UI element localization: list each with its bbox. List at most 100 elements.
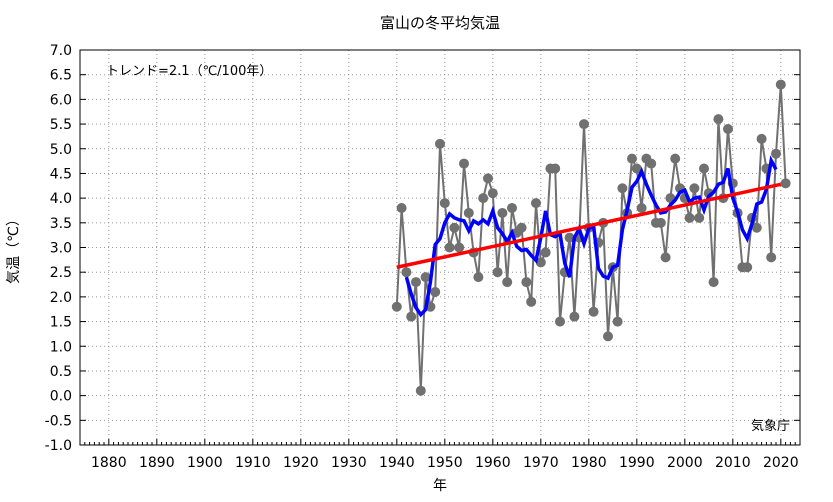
data-point	[655, 217, 666, 228]
data-point	[699, 163, 709, 174]
data-point	[636, 203, 647, 213]
data-point	[535, 257, 546, 268]
data-point	[775, 79, 786, 90]
data-point	[454, 242, 465, 253]
x-tick-label: 1990	[619, 455, 655, 471]
data-point	[401, 267, 412, 278]
data-point	[473, 272, 484, 283]
y-tick-label: 2.0	[50, 290, 72, 306]
data-point	[631, 163, 642, 174]
x-tick-label: 1940	[379, 455, 415, 471]
data-point	[492, 267, 503, 278]
data-point	[497, 207, 508, 218]
data-point	[771, 148, 781, 159]
data-point	[689, 183, 700, 194]
data-point	[617, 183, 628, 194]
trend-annotation: トレンド=2.1（℃/100年）	[106, 64, 272, 79]
data-point	[723, 124, 733, 134]
y-axis-label: 気温（℃）	[6, 212, 22, 284]
x-tick-label: 1930	[331, 455, 367, 471]
chart-title: 富山の冬平均気温	[380, 14, 500, 32]
data-point	[780, 178, 791, 189]
y-tick-label: 0.0	[50, 389, 72, 405]
data-point	[415, 385, 426, 396]
data-point	[684, 212, 695, 223]
y-tick-label: 7.0	[50, 43, 72, 59]
data-point	[579, 119, 589, 130]
data-point	[463, 207, 474, 218]
data-point	[670, 153, 681, 164]
data-point	[660, 252, 671, 263]
data-point	[444, 242, 455, 253]
data-point	[487, 188, 498, 199]
data-point	[430, 286, 441, 297]
data-point	[439, 198, 450, 209]
data-point	[435, 138, 445, 149]
data-point	[396, 203, 407, 213]
data-point	[588, 306, 599, 317]
data-point	[391, 301, 402, 312]
data-point	[751, 222, 762, 233]
x-tick-label: 2020	[763, 455, 799, 471]
data-point	[540, 247, 551, 258]
x-axis-label: 年	[433, 478, 447, 494]
data-point	[627, 153, 637, 164]
y-tick-label: 5.5	[50, 117, 72, 133]
data-point	[406, 311, 417, 322]
data-point	[756, 133, 767, 144]
data-point	[694, 212, 705, 223]
marks	[391, 79, 791, 396]
data-point	[612, 316, 623, 327]
data-point	[516, 222, 527, 233]
trend-line	[396, 182, 782, 269]
x-tick-label: 1890	[139, 455, 175, 471]
source-annotation: 気象庁	[751, 418, 790, 434]
x-tick-label: 1950	[427, 455, 463, 471]
annual-series-line	[395, 84, 787, 391]
data-point	[449, 222, 460, 233]
data-point	[420, 272, 431, 283]
data-point	[526, 296, 537, 307]
data-point	[411, 277, 421, 288]
data-point	[502, 277, 513, 288]
y-tick-label: 6.0	[50, 92, 72, 108]
y-tick-label: 0.5	[50, 364, 72, 380]
y-tick-label: 4.0	[50, 191, 72, 207]
y-tick-label: 5.0	[50, 142, 72, 158]
y-tick-label: 1.0	[50, 339, 72, 355]
y-tick-label: 1.5	[50, 315, 72, 331]
data-point	[459, 158, 469, 169]
x-tick-label: 1970	[523, 455, 559, 471]
data-point	[550, 163, 561, 174]
plot-frame	[79, 49, 801, 446]
x-tick-label: 1910	[235, 455, 271, 471]
x-tick-label: 1980	[571, 455, 607, 471]
grid	[80, 49, 800, 446]
data-point	[507, 203, 517, 213]
data-point	[521, 277, 532, 288]
data-point	[483, 173, 493, 184]
y-tick-label: -0.5	[45, 413, 72, 429]
data-point	[531, 198, 541, 209]
y-tick-label: 2.5	[50, 265, 72, 281]
data-point	[766, 252, 777, 263]
running-mean-line	[404, 155, 778, 318]
data-point	[742, 262, 753, 273]
x-tick-label: 1920	[283, 455, 319, 471]
y-tick-label: -1.0	[45, 438, 72, 454]
data-point	[569, 311, 580, 322]
y-tick-label: 3.5	[50, 216, 72, 232]
data-point	[713, 114, 724, 125]
data-point	[564, 232, 575, 243]
data-point	[708, 277, 719, 288]
data-point	[555, 316, 565, 327]
x-tick-label: 1880	[91, 455, 127, 471]
data-point	[646, 158, 657, 169]
y-tick-label: 6.5	[50, 68, 72, 84]
ticks: -1.0 -0.5 0.0 0.5 1.0 1.5 2.0 2.5 3.0 3.5 4.0 4.5 5.…	[45, 43, 801, 471]
data-point	[478, 193, 489, 204]
y-tick-label: 3.0	[50, 241, 72, 257]
y-tick-label: 4.5	[50, 166, 72, 182]
x-tick-label: 2000	[667, 455, 703, 471]
